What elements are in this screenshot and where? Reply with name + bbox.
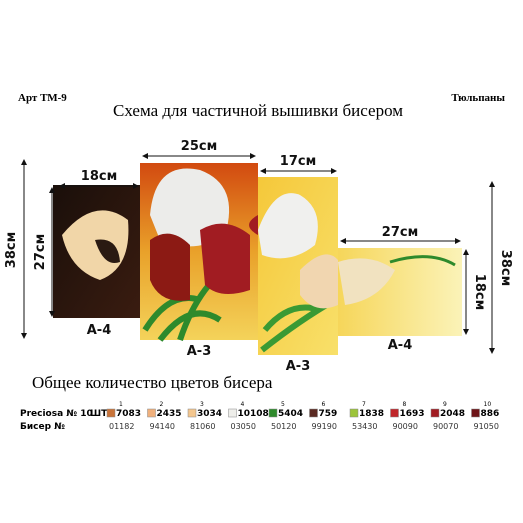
color-number: 6: [322, 401, 326, 408]
color-number: 7: [362, 401, 366, 408]
dimension: 27см: [33, 234, 48, 270]
bead-code: 91050: [474, 422, 499, 431]
bead-count: 886: [481, 409, 500, 419]
bead-count: 2048: [440, 409, 465, 419]
dimension: 18см: [81, 169, 117, 184]
article: Арт ТМ-9: [18, 92, 67, 104]
bead-count: 3034: [197, 409, 222, 419]
bead-code: 01182: [109, 422, 134, 431]
swatch: [268, 408, 278, 418]
dimension: 17см: [280, 154, 316, 169]
bead-code: 03050: [231, 422, 256, 431]
product-name: Тюльпаны: [451, 92, 505, 104]
swatch: [228, 408, 237, 418]
color-number: 1: [119, 401, 123, 408]
swatch: [390, 408, 399, 418]
bead-code: 94140: [150, 422, 175, 431]
title: Схема для частичной вышивки бисером: [113, 101, 403, 120]
bead-count: 7083: [116, 409, 141, 419]
table-title: Общее количество цветов бисера: [32, 373, 273, 392]
color-number: 9: [443, 401, 447, 408]
swatch: [471, 408, 480, 418]
swatch: [309, 408, 318, 418]
color-number: 3: [200, 401, 204, 408]
brand: Preciosa № 10: [20, 409, 93, 419]
bead-code: 50120: [271, 422, 296, 431]
bead-count: 10108: [238, 409, 269, 419]
panel-label: А-3: [187, 344, 212, 359]
color-number: 8: [403, 401, 407, 408]
swatch: [147, 408, 156, 418]
swatch: [187, 408, 197, 418]
code-label: Бисер №: [20, 422, 65, 432]
panel-label: А-3: [286, 359, 311, 374]
count-label: ШТ: [90, 409, 108, 419]
dimension: 25см: [181, 139, 217, 154]
swatch: [106, 408, 116, 418]
bead-count: 5404: [278, 409, 303, 419]
color-number: 4: [241, 401, 245, 408]
bead-count: 2435: [157, 409, 182, 419]
bead-count: 1838: [359, 409, 384, 419]
color-number: 2: [160, 401, 164, 408]
dimensions: 18см 25см 17см 27см 38см 27см 18см 38см: [4, 139, 513, 354]
bead-code: 53430: [352, 422, 377, 431]
dimension: 38см: [4, 232, 19, 268]
swatch: [430, 408, 440, 418]
color-number: 10: [484, 401, 492, 408]
color-number: 5: [281, 401, 285, 408]
bead-code: 99190: [312, 422, 337, 431]
panel-label: А-4: [87, 323, 112, 338]
panel-label: А-4: [388, 338, 413, 353]
bead-count: 1693: [400, 409, 425, 419]
panel-images: [53, 163, 462, 355]
dimension: 27см: [382, 225, 418, 240]
bead-code: 81060: [190, 422, 215, 431]
dimension: 18см: [472, 274, 487, 310]
swatch: [349, 408, 359, 418]
bead-code: 90090: [393, 422, 418, 431]
bead-code: 90070: [433, 422, 458, 431]
dimension: 38см: [498, 250, 513, 286]
bead-count: 759: [319, 409, 338, 419]
